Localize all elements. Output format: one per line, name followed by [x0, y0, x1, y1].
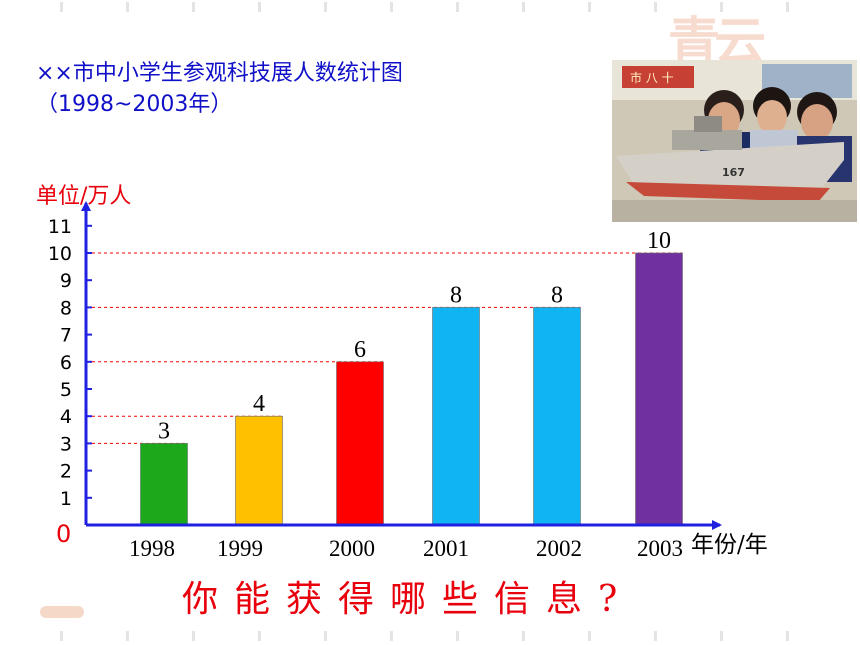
data-label-2002: 8 [551, 282, 563, 308]
exhibition-photo: 市 八 十 167 [612, 60, 857, 222]
top-dashes [0, 2, 860, 12]
reference-lines [86, 252, 683, 444]
y-tick-label-4: 4 [60, 406, 72, 428]
bar-1998 [140, 443, 188, 526]
question-prompt: 你能获得哪些信息? [182, 579, 634, 620]
exhibition-photo-illustration: 市 八 十 167 [612, 60, 857, 222]
bar-1999 [235, 415, 283, 526]
bar-2000 [336, 361, 384, 526]
y-tick-label-3: 3 [60, 433, 72, 455]
ship-hull-number: 167 [722, 166, 745, 179]
data-label-2000: 6 [354, 337, 366, 363]
data-label-2003: 10 [647, 228, 671, 254]
axes-group [81, 201, 722, 530]
bottom-dashes [0, 631, 860, 641]
y-tick-label-9: 9 [60, 270, 72, 292]
bar-2002 [533, 307, 581, 526]
y-tick-label-6: 6 [60, 352, 72, 374]
chart-title-line2: （1998~2003年） [36, 92, 233, 117]
x-tick-label-2001: 2001 [423, 536, 469, 561]
y-tick-label-11: 11 [48, 216, 72, 238]
chart-title: ××市中小学生参观科技展人数统计图 （1998~2003年） [36, 58, 403, 120]
bars-group [140, 252, 683, 526]
data-label-1998: 3 [158, 418, 170, 444]
y-tick-label-8: 8 [60, 297, 72, 319]
y-tick-label-1: 1 [60, 488, 72, 510]
x-tick-label-1998: 1998 [129, 536, 175, 561]
y-tick-label-2: 2 [60, 461, 72, 483]
x-tick-label-1999: 1999 [217, 536, 263, 561]
bar-2001 [432, 307, 480, 526]
photo-banner-text: 市 八 十 [630, 70, 674, 85]
y-tick-label-7: 7 [60, 325, 72, 347]
labels-group: 1 2 3 4 5 6 7 8 9 10 11 0 1998 1999 2000 2001 2002 2003 年份… [48, 216, 768, 561]
origin-label: 0 [56, 520, 71, 548]
data-label-1999: 4 [253, 391, 265, 417]
x-tick-label-2002: 2002 [536, 536, 582, 561]
chart-title-line1: ××市中小学生参观科技展人数统计图 [36, 61, 403, 86]
y-tick-label-10: 10 [48, 243, 72, 265]
data-label-2001: 8 [450, 282, 462, 308]
x-tick-label-2000: 2000 [329, 536, 375, 561]
decorative-brush-stroke [40, 606, 84, 618]
bar-2003 [635, 252, 683, 526]
x-axis-unit-label: 年份/年 [691, 532, 768, 558]
y-tick-label-5: 5 [60, 379, 72, 401]
x-tick-label-2003: 2003 [637, 536, 683, 561]
